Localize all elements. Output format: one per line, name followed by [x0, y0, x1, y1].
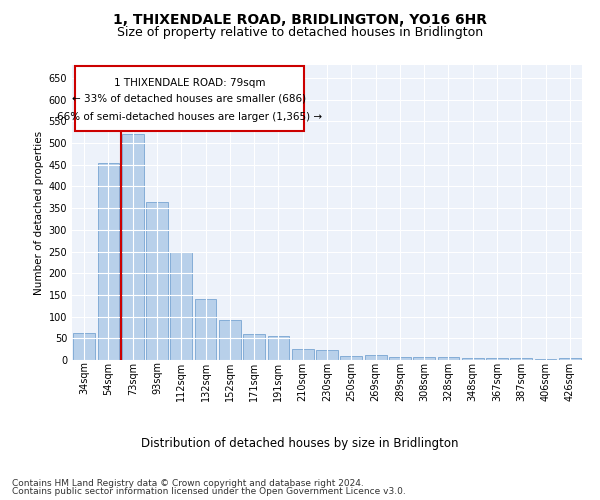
Text: 1, THIXENDALE ROAD, BRIDLINGTON, YO16 6HR: 1, THIXENDALE ROAD, BRIDLINGTON, YO16 6H… — [113, 12, 487, 26]
Bar — [97, 162, 119, 360]
Text: Contains HM Land Registry data © Crown copyright and database right 2024.: Contains HM Land Registry data © Crown c… — [12, 478, 364, 488]
Bar — [219, 320, 241, 360]
Y-axis label: Number of detached properties: Number of detached properties — [34, 130, 44, 294]
Bar — [316, 350, 338, 360]
Text: ← 33% of detached houses are smaller (686): ← 33% of detached houses are smaller (68… — [73, 94, 307, 104]
Bar — [73, 333, 95, 360]
Text: Size of property relative to detached houses in Bridlington: Size of property relative to detached ho… — [117, 26, 483, 39]
Bar — [146, 202, 168, 360]
Bar — [559, 358, 581, 360]
Bar — [365, 355, 386, 360]
Bar — [292, 349, 314, 360]
Bar — [194, 300, 217, 360]
Bar — [437, 358, 460, 360]
Text: 66% of semi-detached houses are larger (1,365) →: 66% of semi-detached houses are larger (… — [57, 112, 322, 122]
Bar — [122, 134, 143, 360]
Bar — [268, 336, 289, 360]
Bar — [413, 358, 435, 360]
Bar — [486, 358, 508, 360]
Bar — [511, 358, 532, 360]
Bar — [243, 334, 265, 360]
Text: Distribution of detached houses by size in Bridlington: Distribution of detached houses by size … — [141, 438, 459, 450]
Bar — [170, 252, 192, 360]
Text: 1 THIXENDALE ROAD: 79sqm: 1 THIXENDALE ROAD: 79sqm — [114, 78, 265, 88]
Bar — [535, 358, 556, 360]
Bar — [462, 358, 484, 360]
Text: Contains public sector information licensed under the Open Government Licence v3: Contains public sector information licen… — [12, 487, 406, 496]
Bar — [340, 356, 362, 360]
Bar — [389, 357, 411, 360]
